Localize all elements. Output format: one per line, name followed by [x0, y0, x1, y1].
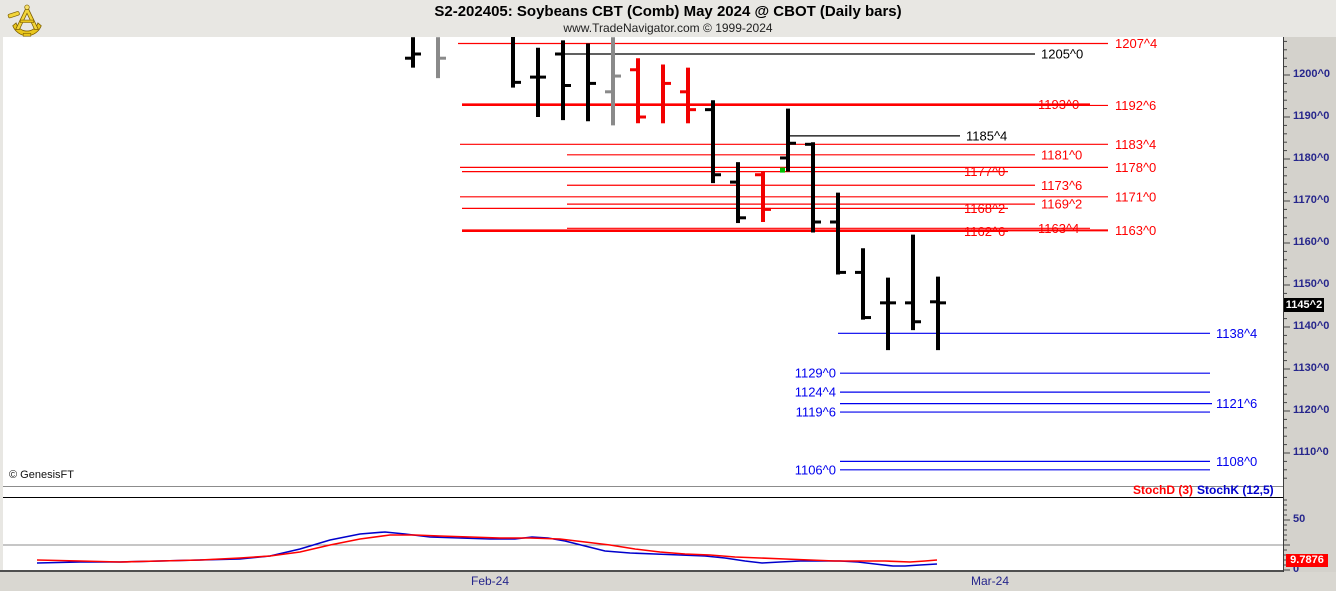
stochk-study-label[interactable]: StochK (12,5) — [1197, 483, 1274, 497]
price-chart-panel[interactable] — [3, 37, 1283, 486]
price-axis-label: 1190^0 — [1293, 110, 1330, 122]
indicator-axis-label-50: 50 — [1293, 513, 1306, 525]
stochd-study-label[interactable]: StochD (3) — [1133, 483, 1193, 497]
trade-navigator-sextant-logo-icon — [6, 2, 48, 40]
chart-subtitle: www.TradeNavigator.com © 1999-2024 — [563, 21, 773, 35]
genesisft-copyright: © GenesisFT — [9, 469, 74, 481]
indicator-panel-bottom-border — [0, 570, 1336, 572]
price-axis-label: 1110^0 — [1293, 446, 1329, 458]
price-axis-label: 1170^0 — [1293, 194, 1330, 206]
price-axis-label: 1130^0 — [1293, 362, 1330, 374]
date-label-mar: Mar-24 — [970, 574, 1010, 588]
last-price-box: 1145^2 — [1284, 297, 1324, 312]
axis-separator-line — [1283, 37, 1284, 572]
indicator-panel-top-border — [3, 497, 1283, 498]
main-panel-bottom-border — [3, 486, 1283, 487]
price-axis-label: 1120^0 — [1293, 404, 1330, 416]
date-label-feb: Feb-24 — [470, 574, 510, 588]
stochastic-panel[interactable] — [3, 486, 1283, 570]
price-axis-label: 1180^0 — [1293, 152, 1330, 164]
chart-title: S2-202405: Soybeans CBT (Comb) May 2024 … — [434, 3, 902, 20]
date-axis[interactable]: Feb-24 Mar-24 — [0, 572, 1336, 591]
indicator-axis-label-0: 0 — [1293, 563, 1300, 575]
price-axis-label: 1200^0 — [1293, 68, 1331, 80]
stochd-last-value-box: 9.7876 — [1286, 553, 1328, 567]
price-axis-label: 1140^0 — [1293, 320, 1330, 332]
price-axis-label: 1150^0 — [1293, 278, 1330, 290]
price-axis-label: 1160^0 — [1293, 236, 1330, 248]
price-axis[interactable]: 1145^2 50 0 9.7876 1200^0 1190^0 1180^0 117… — [1284, 37, 1336, 575]
